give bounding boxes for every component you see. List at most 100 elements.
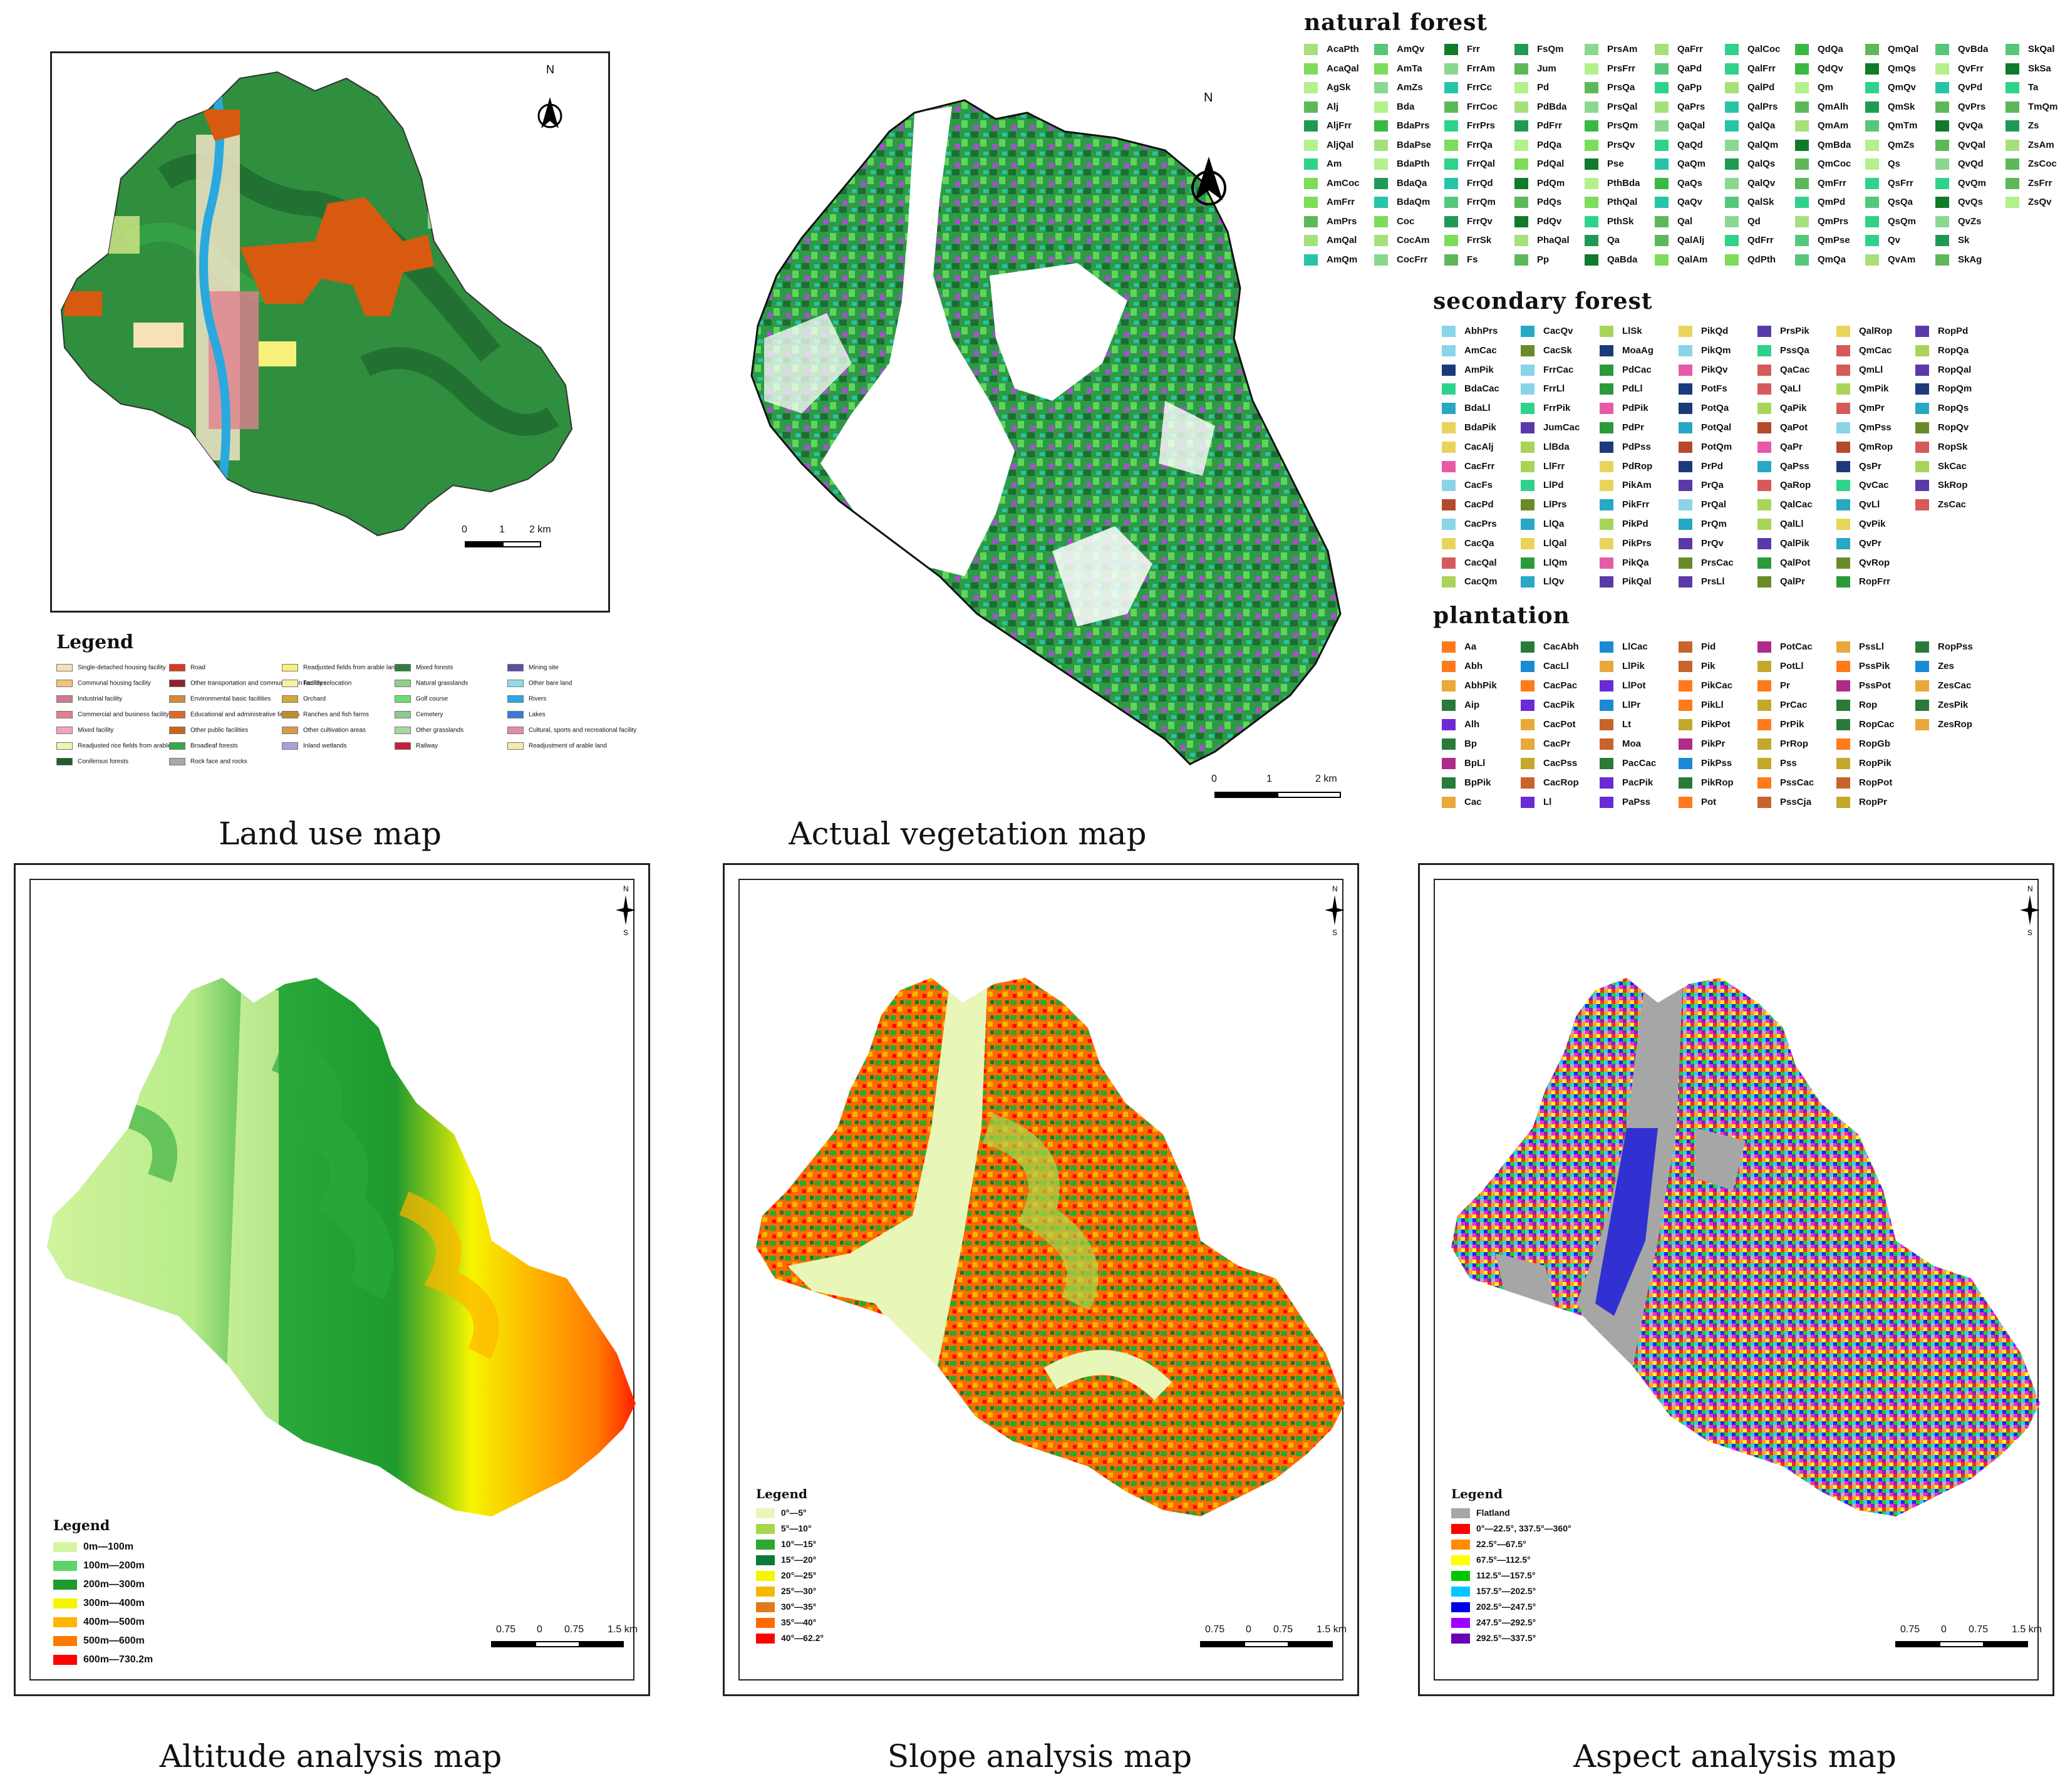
legend-label: RopPss xyxy=(1938,641,1973,652)
legend-label: AcaPth xyxy=(1327,44,1359,54)
vegetation-legend-item: QvBda xyxy=(1935,44,1988,56)
legend-swatch xyxy=(756,1618,775,1629)
legend-label: PrRop xyxy=(1780,738,1808,749)
legend-swatch xyxy=(1757,557,1771,569)
vegetation-legend-item: Jum xyxy=(1514,63,1556,75)
vegetation-legend-item: BdaPth xyxy=(1374,158,1430,170)
legend-label: 0m—100m xyxy=(83,1541,134,1552)
legend-swatch xyxy=(1304,215,1318,227)
legend-swatch xyxy=(1725,177,1739,189)
vegetation-legend-item: Qv xyxy=(1865,235,1900,247)
vegetation-legend-item: FrrQv xyxy=(1444,216,1493,227)
legend-swatch xyxy=(1600,403,1613,415)
legend-swatch xyxy=(1836,364,1850,376)
legend-swatch xyxy=(1442,719,1456,731)
legend-swatch xyxy=(1935,177,1949,189)
vegetation-legend-item: PikQal xyxy=(1600,576,1652,588)
land-use-legend-item: Educational and administrative facilitie… xyxy=(169,711,300,718)
vegetation-legend-item: AmPrs xyxy=(1304,216,1357,227)
legend-label: AbhPik xyxy=(1464,680,1497,691)
legend-label: PdQv xyxy=(1537,215,1562,227)
legend-label: SkCac xyxy=(1938,460,1967,472)
vegetation-legend-item: PikPss xyxy=(1679,758,1732,770)
legend-label: Single-detached housing facility xyxy=(78,664,166,671)
legend-label: QalFrr xyxy=(1747,63,1776,74)
legend-swatch xyxy=(1836,576,1850,588)
analysis-legend-item: 100m—200m xyxy=(53,1560,145,1572)
vegetation-legend-item: Pr xyxy=(1757,680,1790,692)
legend-label: PikLl xyxy=(1701,700,1724,710)
legend-label: Communal housing facility xyxy=(78,680,151,687)
scale-tick-2: 2 km xyxy=(529,524,551,535)
legend-label: QsQa xyxy=(1888,197,1913,207)
legend-swatch xyxy=(1374,197,1388,209)
legend-label: 22.5°—67.5° xyxy=(1476,1539,1526,1549)
legend-label: LlBda xyxy=(1543,441,1570,452)
legend-label: 157.5°—202.5° xyxy=(1476,1586,1536,1596)
vegetation-legend-item: PrCac xyxy=(1757,700,1807,712)
legend-swatch xyxy=(395,742,411,750)
altitude-map-frame: N S Legend 0m—100m 100m—200m 200m—300m 300m… xyxy=(14,863,650,1696)
legend-swatch xyxy=(1757,441,1771,453)
legend-swatch xyxy=(1655,235,1669,247)
legend-swatch xyxy=(1600,576,1613,588)
land-use-legend-item: Readjusted rice fields from arable land xyxy=(56,742,185,750)
vegetation-legend-item: PrsQm xyxy=(1585,120,1638,132)
legend-label: QvPrs xyxy=(1958,101,1986,112)
legend-swatch xyxy=(1374,139,1388,151)
legend-label: QmPrs xyxy=(1818,215,1849,227)
legend-label: BdaPrs xyxy=(1397,120,1430,131)
legend-label: Mixed forests xyxy=(416,664,453,671)
legend-swatch xyxy=(1836,499,1850,511)
legend-swatch xyxy=(1795,177,1809,189)
vegetation-legend-item: AmZs xyxy=(1374,82,1423,94)
vegetation-legend-item: Qm xyxy=(1795,82,1833,94)
vegetation-legend-item: QalPrs xyxy=(1725,101,1778,113)
vegetation-legend-item: QaPd xyxy=(1655,63,1702,75)
vegetation-legend-item: QmPr xyxy=(1836,403,1885,415)
natural-forest-title: natural forest xyxy=(1304,9,1488,36)
legend-swatch xyxy=(1679,738,1692,750)
vegetation-legend-item: CacQm xyxy=(1442,576,1498,588)
vegetation-legend-item: CocFrr xyxy=(1374,254,1427,266)
legend-swatch xyxy=(1915,403,1929,415)
legend-swatch xyxy=(1451,1602,1470,1613)
legend-swatch xyxy=(1725,215,1739,227)
legend-swatch xyxy=(1935,82,1949,94)
compass-icon xyxy=(1325,895,1345,925)
vegetation-legend-item: QalQm xyxy=(1725,140,1778,151)
land-use-legend-item: Environmental basic facilities xyxy=(169,695,271,703)
slope-map-frame: N S Legend 0°—5° 5°—10° 10°—15° 15°—20° 20°—… xyxy=(723,863,1359,1696)
vegetation-legend-item: AbhPik xyxy=(1442,680,1497,692)
legend-label: QalAm xyxy=(1677,254,1708,265)
legend-label: QdQv xyxy=(1818,63,1843,74)
vegetation-legend-item: PikQv xyxy=(1679,365,1728,376)
legend-label: BpLl xyxy=(1464,758,1486,769)
legend-label: QvQd xyxy=(1958,158,1984,169)
vegetation-legend-item: ZsCoc xyxy=(2005,158,2057,170)
land-use-legend: Single-detached housing facility Road Read… xyxy=(56,664,636,777)
legend-label: Am xyxy=(1327,158,1342,169)
vegetation-legend-item: ZesRop xyxy=(1915,719,1972,731)
land-use-legend-item: Mining site xyxy=(507,664,559,671)
legend-swatch xyxy=(1600,738,1613,750)
legend-swatch xyxy=(756,1540,775,1550)
legend-swatch xyxy=(1374,44,1388,56)
vegetation-legend-item: PdPik xyxy=(1600,403,1648,415)
legend-swatch xyxy=(1514,44,1528,56)
vegetation-legend-item: LlPot xyxy=(1600,680,1646,692)
vegetation-legend-item: RopFrr xyxy=(1836,576,1890,588)
legend-swatch xyxy=(1679,499,1692,511)
north-label: N xyxy=(546,63,554,76)
legend-swatch xyxy=(1679,557,1692,569)
legend-label: JumCac xyxy=(1543,422,1580,433)
legend-label: CacAlj xyxy=(1464,441,1494,452)
vegetation-legend-item: QalCac xyxy=(1757,499,1813,511)
legend-label: RopGb xyxy=(1859,738,1890,749)
vegetation-legend-item: PdQs xyxy=(1514,197,1561,209)
vegetation-legend-item: QmAlh xyxy=(1795,101,1848,113)
legend-swatch xyxy=(1451,1618,1470,1629)
legend-swatch xyxy=(1514,215,1528,227)
vegetation-legend-item: QvQal xyxy=(1935,140,1985,151)
legend-label: QdFrr xyxy=(1747,235,1774,246)
